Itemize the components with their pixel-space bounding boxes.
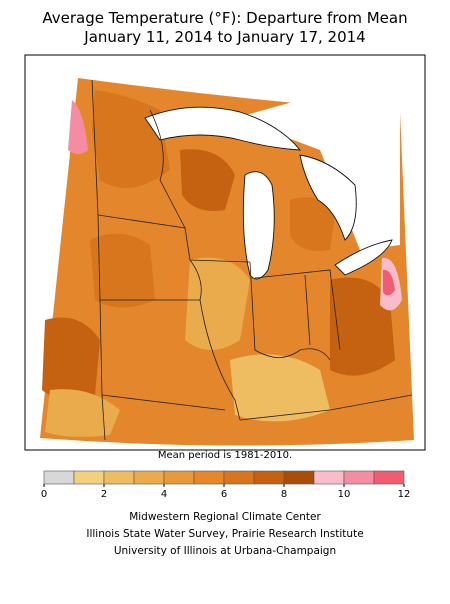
map-shading: [180, 149, 235, 211]
legend-swatch: [133, 470, 165, 485]
state-line: [254, 269, 341, 351]
lake-michigan: [242, 171, 275, 280]
legend-swatch: [343, 470, 375, 485]
canada: [235, 100, 400, 250]
map: [24, 54, 426, 451]
legend-tick-label: 2: [101, 489, 107, 500]
state-line: [97, 214, 251, 263]
map-shading: [92, 90, 170, 188]
legend-swatch: [253, 470, 285, 485]
legend-tick-label: 10: [338, 489, 351, 500]
legend-swatch: [73, 470, 105, 485]
mean-note: Mean period is 1981-2010.: [158, 450, 292, 461]
state-line: [189, 259, 241, 421]
legend-swatch: [373, 470, 405, 485]
map-shading: [45, 389, 120, 437]
credit-line: Midwestern Regional Climate Center: [129, 511, 321, 523]
map-shading: [68, 100, 88, 154]
legend-tick-label: 12: [398, 489, 411, 500]
title-line: January 11, 2014 to January 17, 2014: [83, 28, 365, 46]
lake-erie: [334, 239, 393, 276]
legend-swatch: [283, 470, 315, 485]
state-line: [249, 261, 331, 361]
legend-tick-label: 0: [41, 489, 47, 500]
state-line: [100, 299, 226, 411]
lake-huron: [299, 154, 357, 241]
legend-swatch: [193, 470, 225, 485]
map-shading: [330, 277, 395, 376]
map-shading: [42, 317, 100, 399]
map-shading: [90, 233, 155, 308]
legend-swatch: [313, 470, 345, 485]
credit-line: Illinois State Water Survey, Prairie Res…: [86, 528, 363, 540]
map-shading: [230, 354, 330, 422]
legend-swatch: [163, 470, 195, 485]
legend: 0 2 4 6 8 10 12: [41, 470, 411, 500]
map-shading: [290, 197, 335, 251]
state-line: [239, 394, 413, 421]
lake-superior: [144, 106, 301, 151]
legend-swatch: [223, 470, 255, 485]
legend-swatch: [43, 470, 75, 485]
title-line: Average Temperature (°F): Departure from…: [42, 9, 407, 27]
legend-tick-label: 8: [281, 489, 287, 500]
legend-tick-label: 6: [221, 489, 227, 500]
legend-tick-label: 4: [161, 489, 167, 500]
map-shading: [383, 269, 395, 296]
legend-swatch: [103, 470, 135, 485]
state-line: [149, 109, 186, 229]
credit-line: University of Illinois at Urbana-Champai…: [114, 545, 336, 557]
map-shading: [185, 257, 250, 350]
